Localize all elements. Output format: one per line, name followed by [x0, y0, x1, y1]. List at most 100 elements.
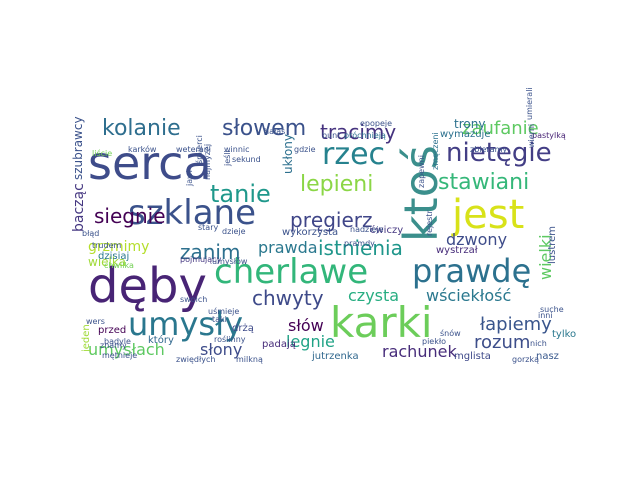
cloud-word: przed — [98, 325, 127, 336]
cloud-word: dzwony — [446, 230, 508, 249]
cloud-word: dzisiaj — [98, 251, 130, 262]
cloud-word: milkną — [236, 355, 263, 364]
cloud-word: umysłów — [212, 257, 248, 266]
cloud-word: mętnieje — [102, 351, 138, 360]
cloud-word: szklane — [128, 193, 256, 233]
cloud-word: czysta — [348, 286, 400, 305]
cloud-word: ukłony — [281, 133, 295, 174]
cloud-word: piekło — [422, 337, 447, 346]
cloud-word: lustrem — [547, 225, 558, 264]
cloud-word: roślinny — [214, 335, 246, 344]
cloud-word: jest — [452, 192, 525, 238]
cloud-word: bacząc — [71, 183, 87, 232]
cloud-word: pojmujący — [180, 255, 222, 264]
cloud-word: jawi — [185, 170, 194, 186]
cloud-word: lepieni — [300, 172, 374, 197]
cloud-word: gorzką — [512, 355, 539, 364]
cloud-word: śmierci — [195, 135, 204, 164]
cloud-word: zapewni — [417, 155, 426, 188]
cloud-word: szubrawcy — [71, 116, 85, 180]
cloud-word: nich — [530, 339, 547, 348]
cloud-word: stawiani — [438, 170, 530, 195]
cloud-word: epopeje — [360, 119, 393, 128]
cloud-word: weterani — [176, 145, 212, 154]
cloud-word: wierni — [527, 123, 536, 148]
cloud-word: ćwiczy — [370, 225, 404, 236]
cloud-word: winnic — [224, 145, 250, 154]
cloud-word: dęby — [88, 258, 207, 314]
cloud-word: jeśli — [223, 150, 232, 166]
cloud-word: próchnieją — [344, 131, 386, 140]
cloud-word: zmęczeni — [431, 132, 440, 170]
cloud-word: wers — [86, 317, 105, 326]
cloud-word: istnienia — [318, 236, 403, 260]
cloud-word: najmyzej — [203, 143, 212, 180]
cloud-word: legnie — [286, 332, 335, 351]
cloud-word: jutrzenka — [312, 351, 359, 362]
cloud-word: znamy — [100, 341, 127, 350]
cloud-word: trudem — [92, 241, 122, 250]
cloud-word: karki — [330, 298, 433, 347]
cloud-word: rejestr — [425, 210, 434, 236]
cloud-word: kolanie — [102, 116, 181, 141]
cloud-word: bunt — [322, 131, 341, 140]
cloud-word: słów — [288, 316, 324, 335]
cloud-word: badyle — [104, 337, 131, 346]
cloud-word: serca — [88, 136, 212, 190]
cloud-word: błąd — [82, 229, 100, 238]
cloud-word: zanim — [180, 240, 241, 264]
cloud-word: chwyty — [252, 286, 324, 310]
cloud-word: stary — [198, 223, 219, 232]
cloud-word: rzec — [322, 137, 386, 172]
cloud-word: pręgierz — [290, 208, 373, 232]
cloud-word: mglista — [454, 351, 491, 362]
cloud-word: suche — [540, 305, 564, 314]
cloud-word: umierali — [525, 87, 534, 120]
cloud-word: siegnie — [94, 204, 166, 228]
cloud-word: wymazuje — [440, 129, 491, 140]
cloud-word: sekund — [232, 155, 261, 164]
cloud-word: swoich — [180, 295, 208, 304]
cloud-word: pastylką — [532, 131, 566, 140]
cloud-word: zaufanie — [462, 118, 539, 139]
cloud-word: inni — [538, 311, 553, 320]
cloud-word: cherlawe — [214, 252, 369, 292]
cloud-word: nasz — [536, 351, 559, 362]
cloud-word: prawda — [258, 238, 318, 257]
cloud-word: umysłach — [88, 340, 165, 359]
cloud-word: liście — [92, 149, 113, 158]
cloud-word: tylko — [552, 329, 577, 340]
cloud-word: zbieramy — [470, 145, 508, 154]
cloud-word: wielka — [88, 255, 126, 269]
cloud-word: trony — [454, 117, 486, 131]
cloud-word: chwilka — [104, 261, 134, 270]
cloud-word: wściekłość — [426, 286, 512, 305]
cloud-word: gdzie — [294, 145, 316, 154]
cloud-word: łapiemy — [480, 314, 552, 335]
cloud-word: tanie — [210, 180, 271, 208]
cloud-word: jeden — [81, 324, 92, 352]
cloud-word: rachunek — [382, 342, 457, 361]
cloud-word: taki — [212, 315, 227, 324]
cloud-word: uśmieje — [208, 307, 240, 316]
cloud-word: tracimy — [320, 120, 397, 144]
cloud-word: prawdę — [412, 252, 532, 290]
cloud-word: hałas — [264, 127, 286, 136]
cloud-word: śnów — [440, 329, 461, 338]
cloud-word: drżą — [232, 323, 254, 334]
cloud-word: słony — [200, 340, 243, 359]
cloud-word: nadzieje — [350, 225, 384, 234]
cloud-word: zwiędłych — [176, 355, 216, 364]
cloud-word: dzieje — [222, 227, 246, 236]
cloud-word: nietęgie — [446, 138, 552, 168]
cloud-word: słowem — [222, 116, 307, 141]
cloud-word: rozum — [474, 332, 531, 353]
cloud-word: umysły — [128, 305, 244, 343]
cloud-word: padają — [262, 339, 296, 350]
cloud-word: grzmimy — [88, 239, 150, 255]
cloud-word: wystrzał — [436, 245, 478, 256]
cloud-word: pramdy — [344, 239, 375, 248]
cloud-word: który — [148, 335, 174, 346]
cloud-word: wykorzysta — [282, 227, 339, 238]
